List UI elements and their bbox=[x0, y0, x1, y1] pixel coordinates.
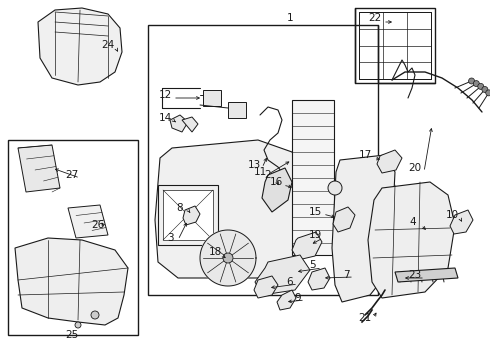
Polygon shape bbox=[254, 276, 278, 298]
Text: 21: 21 bbox=[358, 313, 371, 323]
Polygon shape bbox=[277, 290, 296, 310]
Text: 11: 11 bbox=[253, 167, 267, 177]
Text: 26: 26 bbox=[91, 220, 105, 230]
Circle shape bbox=[486, 90, 490, 96]
Bar bbox=[292, 100, 334, 255]
Text: 1: 1 bbox=[287, 13, 294, 23]
Polygon shape bbox=[368, 182, 455, 298]
Text: 16: 16 bbox=[270, 177, 283, 187]
Polygon shape bbox=[15, 238, 128, 325]
Polygon shape bbox=[68, 205, 108, 238]
Polygon shape bbox=[395, 268, 458, 282]
Polygon shape bbox=[292, 232, 322, 260]
Polygon shape bbox=[200, 230, 256, 286]
Polygon shape bbox=[377, 150, 402, 173]
Bar bbox=[148, 25, 378, 295]
Polygon shape bbox=[333, 207, 355, 232]
Polygon shape bbox=[183, 206, 200, 225]
Text: 17: 17 bbox=[358, 150, 371, 160]
Text: 13: 13 bbox=[247, 160, 261, 170]
Text: 2: 2 bbox=[265, 170, 271, 180]
Polygon shape bbox=[450, 210, 473, 234]
Bar bbox=[228, 102, 246, 118]
Polygon shape bbox=[18, 145, 60, 192]
Text: 12: 12 bbox=[158, 90, 172, 100]
Text: 9: 9 bbox=[294, 293, 301, 303]
Text: 5: 5 bbox=[309, 260, 315, 270]
Text: 6: 6 bbox=[287, 277, 294, 287]
Circle shape bbox=[91, 311, 99, 319]
Text: 8: 8 bbox=[177, 203, 183, 213]
Text: 7: 7 bbox=[343, 270, 349, 280]
Text: 23: 23 bbox=[408, 270, 421, 280]
Text: 25: 25 bbox=[65, 330, 78, 340]
Text: 18: 18 bbox=[208, 247, 221, 257]
Polygon shape bbox=[255, 255, 310, 295]
Polygon shape bbox=[332, 155, 395, 302]
Polygon shape bbox=[38, 8, 122, 85]
Text: 15: 15 bbox=[308, 207, 321, 217]
Polygon shape bbox=[170, 115, 188, 132]
Bar bbox=[8, 140, 138, 335]
Circle shape bbox=[473, 81, 479, 87]
Circle shape bbox=[478, 84, 484, 89]
Bar bbox=[359, 12, 431, 79]
Polygon shape bbox=[155, 140, 300, 278]
Circle shape bbox=[482, 86, 488, 93]
Circle shape bbox=[328, 181, 342, 195]
Text: 4: 4 bbox=[410, 217, 416, 227]
Text: 3: 3 bbox=[167, 233, 173, 243]
Circle shape bbox=[75, 322, 81, 328]
Text: 10: 10 bbox=[445, 210, 459, 220]
Text: 20: 20 bbox=[409, 163, 421, 173]
Circle shape bbox=[223, 253, 233, 263]
Bar bbox=[158, 185, 218, 245]
Bar bbox=[355, 8, 435, 83]
Text: 27: 27 bbox=[65, 170, 78, 180]
Bar bbox=[163, 190, 213, 240]
Text: 24: 24 bbox=[101, 40, 115, 50]
Circle shape bbox=[468, 78, 475, 84]
Text: 14: 14 bbox=[158, 113, 172, 123]
Bar bbox=[203, 90, 221, 106]
Polygon shape bbox=[308, 268, 330, 290]
Polygon shape bbox=[182, 117, 198, 132]
Text: 22: 22 bbox=[368, 13, 382, 23]
Polygon shape bbox=[262, 168, 292, 212]
Text: 19: 19 bbox=[308, 230, 321, 240]
